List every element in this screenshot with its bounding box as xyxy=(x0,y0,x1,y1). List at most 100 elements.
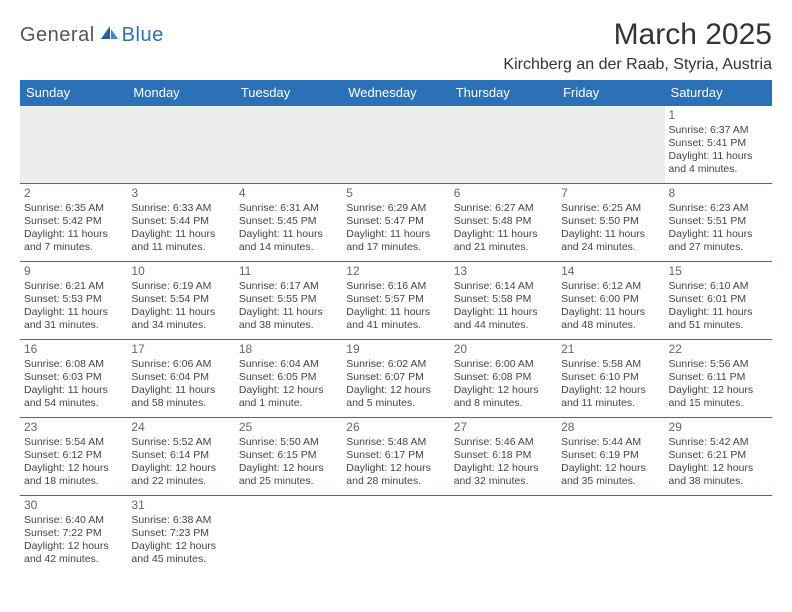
daylight-text: Daylight: 11 hours and 58 minutes. xyxy=(131,384,230,410)
sunset-text: Sunset: 5:47 PM xyxy=(346,215,445,228)
day-number: 5 xyxy=(346,186,445,201)
calendar-cell xyxy=(557,106,664,184)
calendar-cell xyxy=(450,106,557,184)
daylight-text: Daylight: 12 hours and 5 minutes. xyxy=(346,384,445,410)
sunrise-text: Sunrise: 5:44 AM xyxy=(561,436,660,449)
col-friday: Friday xyxy=(557,80,664,106)
day-number: 22 xyxy=(669,342,768,357)
sunrise-text: Sunrise: 6:00 AM xyxy=(454,358,553,371)
sunset-text: Sunset: 5:51 PM xyxy=(669,215,768,228)
calendar-cell: 29Sunrise: 5:42 AMSunset: 6:21 PMDayligh… xyxy=(665,418,772,496)
sunrise-text: Sunrise: 6:23 AM xyxy=(669,202,768,215)
calendar-week-row: 9Sunrise: 6:21 AMSunset: 5:53 PMDaylight… xyxy=(20,262,772,340)
sunset-text: Sunset: 5:44 PM xyxy=(131,215,230,228)
sunset-text: Sunset: 6:07 PM xyxy=(346,371,445,384)
sunset-text: Sunset: 5:57 PM xyxy=(346,293,445,306)
calendar-cell: 21Sunrise: 5:58 AMSunset: 6:10 PMDayligh… xyxy=(557,340,664,418)
col-saturday: Saturday xyxy=(665,80,772,106)
daylight-text: Daylight: 12 hours and 22 minutes. xyxy=(131,462,230,488)
sunrise-text: Sunrise: 5:46 AM xyxy=(454,436,553,449)
calendar-cell: 5Sunrise: 6:29 AMSunset: 5:47 PMDaylight… xyxy=(342,184,449,262)
day-number: 8 xyxy=(669,186,768,201)
calendar-cell: 22Sunrise: 5:56 AMSunset: 6:11 PMDayligh… xyxy=(665,340,772,418)
day-number: 12 xyxy=(346,264,445,279)
daylight-text: Daylight: 12 hours and 28 minutes. xyxy=(346,462,445,488)
calendar-cell: 12Sunrise: 6:16 AMSunset: 5:57 PMDayligh… xyxy=(342,262,449,340)
sunrise-text: Sunrise: 6:38 AM xyxy=(131,514,230,527)
day-number: 29 xyxy=(669,420,768,435)
sunrise-text: Sunrise: 6:35 AM xyxy=(24,202,123,215)
col-monday: Monday xyxy=(127,80,234,106)
sunrise-text: Sunrise: 6:14 AM xyxy=(454,280,553,293)
daylight-text: Daylight: 12 hours and 45 minutes. xyxy=(131,540,230,566)
daylight-text: Daylight: 11 hours and 48 minutes. xyxy=(561,306,660,332)
day-number: 13 xyxy=(454,264,553,279)
daylight-text: Daylight: 12 hours and 15 minutes. xyxy=(669,384,768,410)
daylight-text: Daylight: 11 hours and 34 minutes. xyxy=(131,306,230,332)
day-number: 24 xyxy=(131,420,230,435)
daylight-text: Daylight: 11 hours and 7 minutes. xyxy=(24,228,123,254)
calendar-cell: 27Sunrise: 5:46 AMSunset: 6:18 PMDayligh… xyxy=(450,418,557,496)
sunset-text: Sunset: 6:00 PM xyxy=(561,293,660,306)
calendar-header-row: Sunday Monday Tuesday Wednesday Thursday… xyxy=(20,80,772,106)
calendar-cell xyxy=(665,496,772,574)
calendar-cell xyxy=(127,106,234,184)
calendar-table: Sunday Monday Tuesday Wednesday Thursday… xyxy=(20,80,772,574)
sunset-text: Sunset: 6:10 PM xyxy=(561,371,660,384)
sunrise-text: Sunrise: 5:52 AM xyxy=(131,436,230,449)
sunrise-text: Sunrise: 6:33 AM xyxy=(131,202,230,215)
calendar-cell: 3Sunrise: 6:33 AMSunset: 5:44 PMDaylight… xyxy=(127,184,234,262)
day-number: 26 xyxy=(346,420,445,435)
sunset-text: Sunset: 6:19 PM xyxy=(561,449,660,462)
sunset-text: Sunset: 5:58 PM xyxy=(454,293,553,306)
sunset-text: Sunset: 5:42 PM xyxy=(24,215,123,228)
calendar-cell: 28Sunrise: 5:44 AMSunset: 6:19 PMDayligh… xyxy=(557,418,664,496)
daylight-text: Daylight: 12 hours and 11 minutes. xyxy=(561,384,660,410)
calendar-cell: 20Sunrise: 6:00 AMSunset: 6:08 PMDayligh… xyxy=(450,340,557,418)
sunset-text: Sunset: 7:22 PM xyxy=(24,527,123,540)
sunset-text: Sunset: 6:17 PM xyxy=(346,449,445,462)
col-thursday: Thursday xyxy=(450,80,557,106)
day-number: 19 xyxy=(346,342,445,357)
daylight-text: Daylight: 11 hours and 38 minutes. xyxy=(239,306,338,332)
calendar-cell: 26Sunrise: 5:48 AMSunset: 6:17 PMDayligh… xyxy=(342,418,449,496)
sunrise-text: Sunrise: 6:21 AM xyxy=(24,280,123,293)
day-number: 16 xyxy=(24,342,123,357)
logo-text-general: General xyxy=(20,24,95,47)
sunrise-text: Sunrise: 6:25 AM xyxy=(561,202,660,215)
sunrise-text: Sunrise: 5:50 AM xyxy=(239,436,338,449)
sunset-text: Sunset: 6:15 PM xyxy=(239,449,338,462)
day-number: 27 xyxy=(454,420,553,435)
sunrise-text: Sunrise: 5:58 AM xyxy=(561,358,660,371)
calendar-cell: 24Sunrise: 5:52 AMSunset: 6:14 PMDayligh… xyxy=(127,418,234,496)
day-number: 1 xyxy=(669,108,768,123)
sunset-text: Sunset: 5:48 PM xyxy=(454,215,553,228)
sunset-text: Sunset: 6:08 PM xyxy=(454,371,553,384)
calendar-cell: 2Sunrise: 6:35 AMSunset: 5:42 PMDaylight… xyxy=(20,184,127,262)
sunrise-text: Sunrise: 6:04 AM xyxy=(239,358,338,371)
calendar-cell xyxy=(20,106,127,184)
day-number: 15 xyxy=(669,264,768,279)
sunrise-text: Sunrise: 6:29 AM xyxy=(346,202,445,215)
calendar-cell: 17Sunrise: 6:06 AMSunset: 6:04 PMDayligh… xyxy=(127,340,234,418)
sunset-text: Sunset: 6:05 PM xyxy=(239,371,338,384)
sunset-text: Sunset: 5:54 PM xyxy=(131,293,230,306)
daylight-text: Daylight: 11 hours and 24 minutes. xyxy=(561,228,660,254)
day-number: 30 xyxy=(24,498,123,513)
sunset-text: Sunset: 6:04 PM xyxy=(131,371,230,384)
sunrise-text: Sunrise: 6:06 AM xyxy=(131,358,230,371)
calendar-cell: 4Sunrise: 6:31 AMSunset: 5:45 PMDaylight… xyxy=(235,184,342,262)
title-block: March 2025 Kirchberg an der Raab, Styria… xyxy=(503,18,772,74)
sunrise-text: Sunrise: 6:27 AM xyxy=(454,202,553,215)
calendar-cell xyxy=(342,496,449,574)
logo-text-blue: Blue xyxy=(122,24,164,47)
calendar-cell: 8Sunrise: 6:23 AMSunset: 5:51 PMDaylight… xyxy=(665,184,772,262)
logo-sail-icon xyxy=(98,24,120,47)
calendar-cell: 6Sunrise: 6:27 AMSunset: 5:48 PMDaylight… xyxy=(450,184,557,262)
page-title: March 2025 xyxy=(503,18,772,52)
daylight-text: Daylight: 12 hours and 8 minutes. xyxy=(454,384,553,410)
sunset-text: Sunset: 5:45 PM xyxy=(239,215,338,228)
location-subtitle: Kirchberg an der Raab, Styria, Austria xyxy=(503,56,772,74)
day-number: 25 xyxy=(239,420,338,435)
daylight-text: Daylight: 12 hours and 18 minutes. xyxy=(24,462,123,488)
